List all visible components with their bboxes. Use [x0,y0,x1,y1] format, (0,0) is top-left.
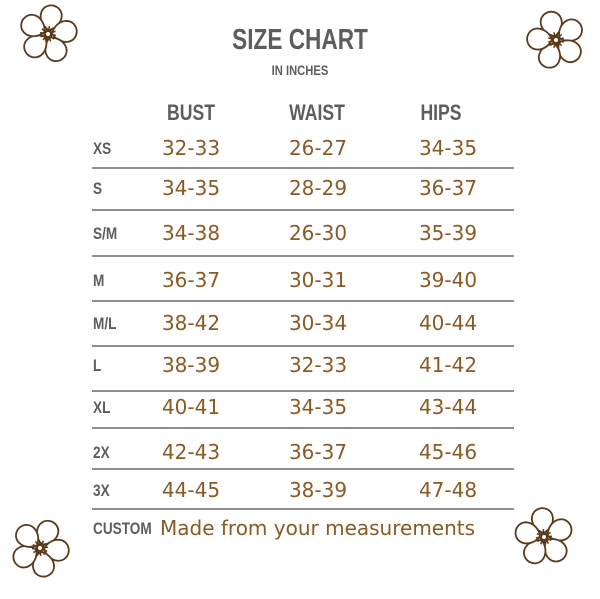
waist-value: 36-37 [288,440,348,464]
waist-value: 38-39 [288,478,348,502]
row-divider [92,468,514,470]
table-row: XL 40-41 34-35 43-44 [0,395,600,435]
bust-value: 42-43 [161,440,221,464]
bust-value: 38-39 [161,353,221,377]
hips-value: 43-44 [418,395,478,419]
size-label: M/L [93,314,117,333]
hips-value: 36-37 [418,176,478,200]
bust-value: 34-38 [161,221,221,245]
column-header-waist: WAIST [289,100,345,125]
bust-value: 32-33 [161,136,221,160]
table-row: 3X 44-45 38-39 47-48 [0,478,600,518]
hips-value: 41-42 [418,353,478,377]
waist-value: 30-34 [288,311,348,335]
size-label: XL [93,398,111,417]
waist-value: 30-31 [288,268,348,292]
flower-icon [514,507,573,565]
size-label: S/M [93,224,118,243]
table-row: M/L 38-42 30-34 40-44 [0,311,600,351]
row-divider [92,167,514,169]
table-row: 2X 42-43 36-37 45-46 [0,440,600,480]
flower-icon [20,4,78,62]
waist-value: 28-29 [288,176,348,200]
hips-value: 34-35 [418,136,478,160]
waist-value: 26-27 [288,136,348,160]
flower-icon [12,519,70,578]
row-divider [92,390,514,392]
row-divider [92,255,514,257]
column-header-bust: BUST [167,100,215,125]
bust-value: 36-37 [161,268,221,292]
hips-value: 39-40 [418,268,478,292]
table-row: S/M 34-38 26-30 35-39 [0,221,600,261]
table-row: M 36-37 30-31 39-40 [0,268,600,308]
table-row: XS 32-33 26-27 34-35 [0,136,600,176]
table-row: S 34-35 28-29 36-37 [0,176,600,216]
row-divider [92,508,514,510]
bust-value: 40-41 [161,395,221,419]
custom-size-label: CUSTOM [93,519,152,538]
size-label: 3X [93,481,110,500]
row-divider [92,345,514,347]
waist-value: 32-33 [288,353,348,377]
size-label: S [93,179,103,198]
hips-value: 35-39 [418,221,478,245]
row-divider [92,209,514,211]
hips-value: 45-46 [418,440,478,464]
size-label: L [93,356,102,375]
row-divider [92,300,514,302]
table-row: L 38-39 32-33 41-42 [0,353,600,393]
waist-value: 34-35 [288,395,348,419]
bust-value: 44-45 [161,478,221,502]
hips-value: 40-44 [418,311,478,335]
page-title: SIZE CHART [232,24,368,56]
hips-value: 47-48 [418,478,478,502]
size-label: 2X [93,443,110,462]
column-header-hips: HIPS [420,100,462,125]
size-label: XS [93,139,112,158]
flower-icon [526,10,583,69]
size-label: M [93,271,105,290]
custom-note: Made from your measurements [160,516,476,540]
subtitle: IN INCHES [271,62,329,78]
bust-value: 38-42 [161,311,221,335]
bust-value: 34-35 [161,176,221,200]
row-divider [92,427,514,429]
waist-value: 26-30 [288,221,348,245]
